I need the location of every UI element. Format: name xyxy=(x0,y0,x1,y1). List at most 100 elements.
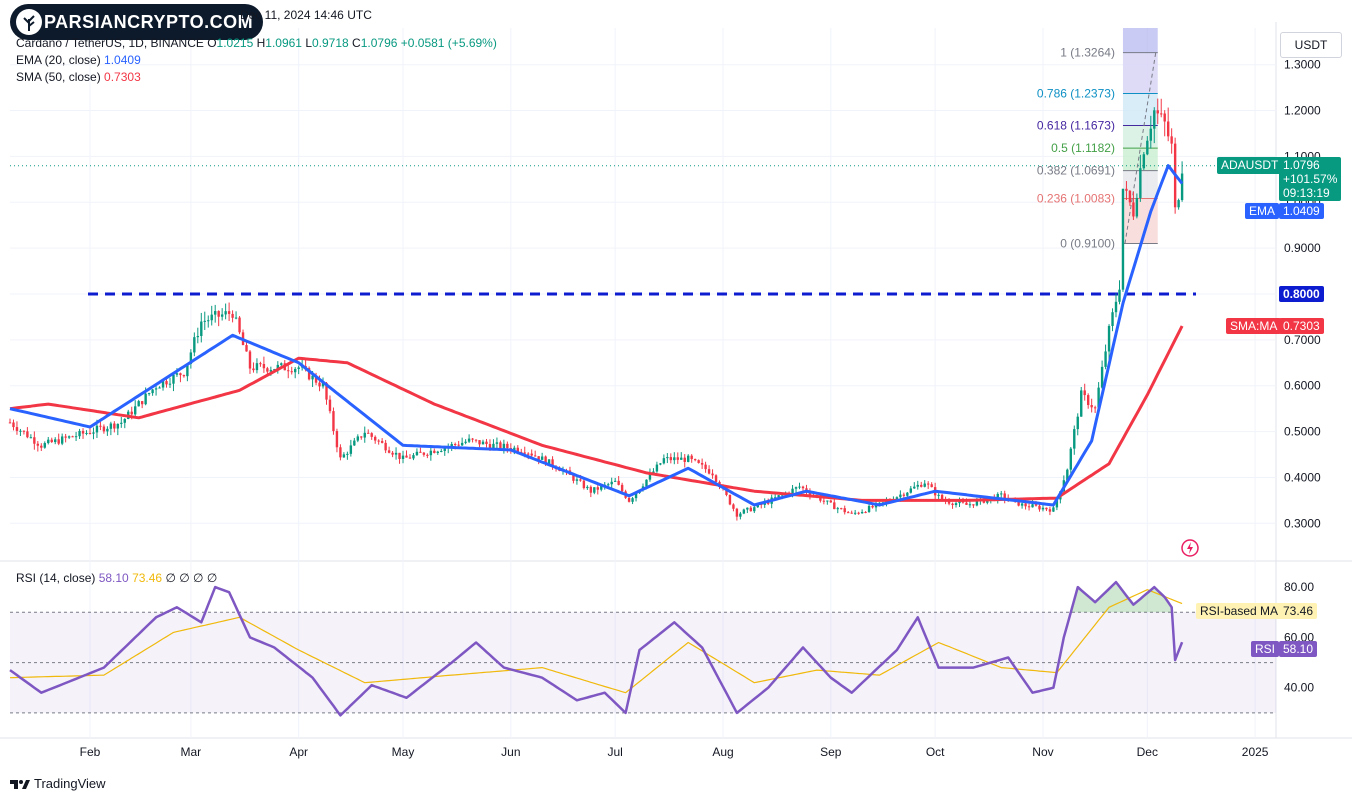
logo-tree-icon xyxy=(16,9,42,35)
fib-zone xyxy=(1122,52,1158,94)
candle-body xyxy=(923,483,926,487)
tradingview-logo-icon xyxy=(10,779,30,789)
rsi-legend-ma-value: 73.46 xyxy=(132,571,163,585)
tradingview-footer[interactable]: TradingView xyxy=(10,776,106,791)
currency-selector[interactable]: USDT xyxy=(1280,32,1342,58)
candle-body xyxy=(412,455,415,459)
candle-body xyxy=(349,445,353,454)
rsi-tag-name: RSI xyxy=(1251,641,1280,657)
candle-body xyxy=(203,320,206,322)
sma-legend[interactable]: SMA (50, close) 0.7303 xyxy=(16,70,141,84)
candle-body xyxy=(311,375,314,380)
candle-body xyxy=(485,441,488,445)
candle-body xyxy=(262,363,266,369)
candle-body xyxy=(474,439,478,441)
candle-body xyxy=(947,501,951,504)
candle-body xyxy=(1104,351,1107,367)
last-price: 1.0796 xyxy=(1283,158,1320,172)
price-tick-label: 0.7000 xyxy=(1284,333,1321,347)
candle-body xyxy=(492,443,495,449)
candle-body xyxy=(1121,188,1125,290)
support-price-tag: 0.8000 xyxy=(1279,286,1324,302)
time-tick-label: Jun xyxy=(501,745,520,759)
candle-body xyxy=(158,387,161,389)
candle-body xyxy=(499,442,502,449)
candle-body xyxy=(853,512,857,514)
candle-body xyxy=(926,483,930,485)
ema-legend[interactable]: EMA (20, close) 1.0409 xyxy=(16,53,141,67)
candle-body xyxy=(81,430,85,434)
candle-body xyxy=(460,442,464,446)
candle-body xyxy=(210,314,213,321)
price-tick-label: 0.5000 xyxy=(1284,425,1321,439)
candle-body xyxy=(1142,154,1146,169)
candle-body xyxy=(12,422,15,428)
candle-body xyxy=(711,473,714,476)
candle-body xyxy=(972,504,975,506)
candle-body xyxy=(440,450,443,452)
candle-body xyxy=(586,486,589,489)
fib-trend-line xyxy=(1124,52,1157,244)
candle-body xyxy=(67,436,71,438)
candle-body xyxy=(1073,429,1076,449)
candle-body xyxy=(116,423,120,429)
candle-body xyxy=(547,459,551,465)
candle-body xyxy=(673,457,676,461)
time-tick-label: Apr xyxy=(289,745,308,759)
candle-body xyxy=(426,454,429,456)
candles xyxy=(8,98,1184,521)
rsi-legend[interactable]: RSI (14, close) 58.10 73.46 ∅ ∅ ∅ ∅ xyxy=(16,571,217,585)
candle-body xyxy=(693,459,697,461)
candle-body xyxy=(1149,128,1152,141)
candle-body xyxy=(276,364,280,370)
time-tick-label: Nov xyxy=(1032,745,1053,759)
candle-body xyxy=(457,444,460,446)
candle-body xyxy=(467,438,471,442)
candle-body xyxy=(544,456,547,465)
rsi-tick-label: 60.00 xyxy=(1284,630,1314,644)
time-tick-label: Dec xyxy=(1137,745,1158,759)
candle-body xyxy=(1107,325,1111,352)
candle-body xyxy=(1069,448,1072,470)
candle-body xyxy=(1153,110,1156,129)
candle-body xyxy=(74,436,78,438)
candle-body xyxy=(961,501,965,503)
candle-body xyxy=(1118,289,1121,302)
fib-extension-zone xyxy=(1122,28,1158,53)
candle-body xyxy=(88,432,92,434)
lightning-icon[interactable] xyxy=(1180,538,1200,563)
candle-body xyxy=(481,441,485,445)
candle-body xyxy=(182,375,186,377)
candle-body xyxy=(697,460,700,463)
grid xyxy=(0,22,1352,739)
rsi-tick-label: 80.00 xyxy=(1284,580,1314,594)
candle-body xyxy=(92,432,95,434)
change-value: +0.0581 (+5.69%) xyxy=(400,36,497,50)
candle-body xyxy=(537,456,540,460)
fib-level-label: 0.5 (1.1182) xyxy=(1051,141,1115,155)
sma-price-tag: 0.7303 xyxy=(1279,318,1324,334)
candle-body xyxy=(429,450,433,456)
candle-body xyxy=(360,436,363,438)
candle-body xyxy=(648,473,652,480)
candle-body xyxy=(607,484,610,486)
close-label: C xyxy=(352,36,361,50)
candle-body xyxy=(1139,168,1142,198)
candle-body xyxy=(920,484,923,487)
candle-body xyxy=(224,311,227,315)
candle-body xyxy=(860,511,864,514)
candle-body xyxy=(60,436,64,444)
moving-averages xyxy=(9,164,1276,507)
symbol-header: Cardano / TetherUS, 1D, BINANCE O1.0215 … xyxy=(16,36,497,50)
candle-body xyxy=(85,432,88,434)
candle-body xyxy=(1146,140,1149,155)
candle-body xyxy=(819,496,822,501)
candle-body xyxy=(433,450,436,453)
candle-body xyxy=(297,367,300,369)
candle-body xyxy=(627,497,631,502)
candle-body xyxy=(8,422,12,424)
candle-body xyxy=(575,479,579,481)
candle-body xyxy=(655,464,659,472)
candle-body xyxy=(1100,366,1104,388)
